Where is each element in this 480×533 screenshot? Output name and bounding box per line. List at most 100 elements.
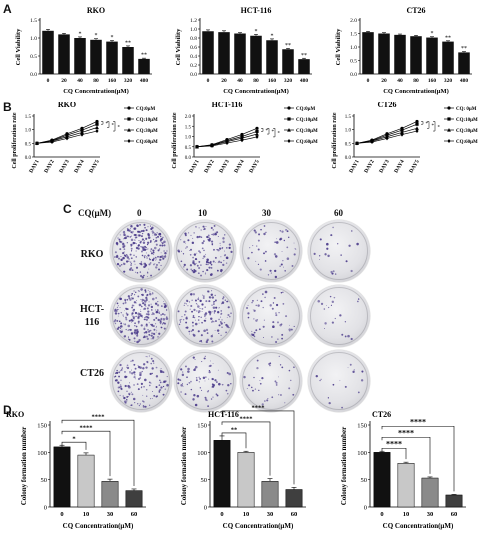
colony (202, 376, 206, 380)
colony (149, 239, 152, 243)
marker (355, 141, 359, 146)
colony-plate (240, 285, 302, 347)
bar (250, 35, 262, 74)
colony (281, 333, 284, 336)
y-tick-label: 0.0 (30, 72, 37, 78)
colony (220, 334, 222, 336)
colony (147, 313, 150, 316)
colony (185, 365, 187, 368)
colony (330, 234, 333, 237)
colony (136, 333, 139, 335)
colony (261, 403, 264, 406)
colony (226, 317, 228, 318)
colony (114, 312, 118, 315)
colony (198, 296, 199, 298)
colony (189, 264, 193, 267)
colony (157, 301, 158, 303)
colony (152, 360, 155, 363)
colony (148, 384, 151, 387)
colony-plate (110, 220, 172, 282)
colony (332, 270, 335, 273)
colony (145, 388, 148, 391)
colony-dots (177, 290, 232, 344)
colony (253, 229, 256, 232)
colony-dots (313, 226, 359, 275)
colony (146, 276, 148, 278)
colony (270, 272, 272, 274)
colony (164, 388, 166, 390)
viability-chart-hct116: HCT-116 0.0 0.2 0.4 0.6 0.8 1.0 1.2 Cell Viabili… (175, 6, 312, 95)
colony (195, 262, 197, 264)
colony (153, 246, 157, 250)
colony (123, 234, 125, 237)
colony (252, 245, 254, 247)
colony (158, 311, 160, 313)
colony (155, 258, 157, 260)
y-tick-label: 0.0 (190, 72, 197, 78)
colony (213, 310, 216, 313)
colony (131, 321, 133, 323)
colony (130, 391, 132, 393)
colony (118, 375, 120, 378)
colony (217, 262, 219, 264)
colony (125, 307, 128, 311)
colony (158, 268, 161, 271)
marker (195, 144, 199, 149)
colony (116, 319, 119, 322)
colony (158, 258, 162, 262)
colony (272, 321, 275, 324)
colony (137, 365, 139, 367)
bar (426, 37, 438, 74)
colony (357, 300, 359, 303)
colony (161, 242, 164, 245)
colony (210, 263, 213, 266)
colony (122, 238, 124, 240)
colony (209, 310, 212, 314)
colony (279, 238, 282, 241)
x-tick-label: DAY1 (28, 159, 40, 174)
colony (137, 317, 140, 320)
colony (135, 325, 138, 328)
bar (202, 31, 214, 74)
colony (160, 318, 162, 321)
colony (114, 319, 117, 321)
colony (156, 329, 158, 331)
colony (153, 313, 155, 315)
colony (201, 303, 204, 306)
colony (114, 251, 117, 254)
colony (117, 390, 120, 393)
colony (189, 308, 191, 310)
colony (127, 329, 129, 331)
bar (122, 47, 134, 74)
colony (128, 260, 130, 262)
colony (193, 334, 196, 337)
colony (191, 321, 194, 324)
x-tick-label: 60 (131, 511, 138, 518)
significance-bracket (221, 432, 247, 449)
colony (139, 403, 141, 405)
colony (200, 334, 203, 337)
colony (155, 323, 157, 325)
colony (220, 261, 222, 264)
colony (198, 381, 200, 383)
colony (138, 240, 140, 242)
colony (119, 363, 122, 367)
marker (225, 141, 229, 146)
column-label-60: 60 (334, 208, 343, 218)
colony (117, 312, 120, 315)
colony (227, 384, 230, 387)
colony (140, 298, 142, 300)
colony (152, 238, 155, 241)
significance-mark: ** (141, 53, 147, 59)
colony (143, 363, 146, 366)
colony (203, 255, 206, 258)
colony (124, 316, 128, 319)
colony (126, 313, 129, 316)
colony (131, 306, 134, 309)
colony (121, 367, 123, 369)
colony (188, 333, 190, 335)
colony (246, 388, 248, 390)
colony-plate (240, 350, 302, 412)
colony (145, 331, 148, 334)
colony (218, 332, 220, 335)
